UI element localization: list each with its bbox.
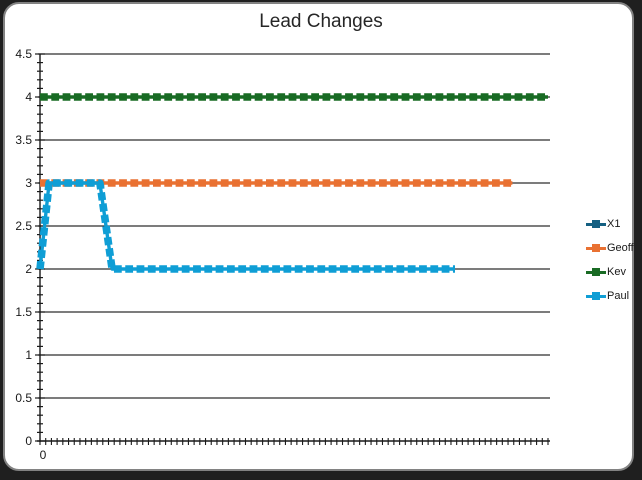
y-axis-label: 4 (25, 90, 32, 104)
legend-marker-paul (586, 291, 606, 301)
y-axis-label: 2 (25, 262, 32, 276)
y-axis-label: 1.5 (15, 305, 32, 319)
legend-label: Kev (607, 266, 626, 278)
legend-item-geoff: Geoff (586, 236, 634, 260)
legend-marker-square (592, 220, 600, 228)
chart-title: Lead Changes (259, 11, 383, 32)
y-axis-label: 0.5 (15, 391, 32, 405)
legend-marker-geoff (586, 243, 606, 253)
legend-marker-square (592, 292, 600, 300)
legend: X1 Geoff Kev Paul (586, 212, 634, 308)
legend-label: X1 (607, 218, 621, 230)
legend-marker-square (592, 244, 600, 252)
legend-label: Paul (607, 290, 630, 302)
y-axis-label: 1 (25, 348, 32, 362)
legend-marker-x1 (586, 219, 606, 229)
y-axis-label: 3.5 (15, 133, 32, 147)
legend-item-kev: Kev (586, 260, 634, 284)
legend-label: Geoff (607, 242, 634, 254)
x-axis-label: 0 (40, 448, 47, 462)
y-axis-label: 2.5 (15, 219, 32, 233)
series-line-paul (36, 179, 455, 273)
y-axis-label: 0 (25, 434, 32, 448)
legend-item-paul: Paul (586, 284, 634, 308)
legend-marker-square (592, 268, 600, 276)
legend-item-x1: X1 (586, 212, 634, 236)
legend-marker-kev (586, 267, 606, 277)
y-axis-label: 4.5 (15, 47, 32, 61)
y-axis-label: 3 (25, 176, 32, 190)
